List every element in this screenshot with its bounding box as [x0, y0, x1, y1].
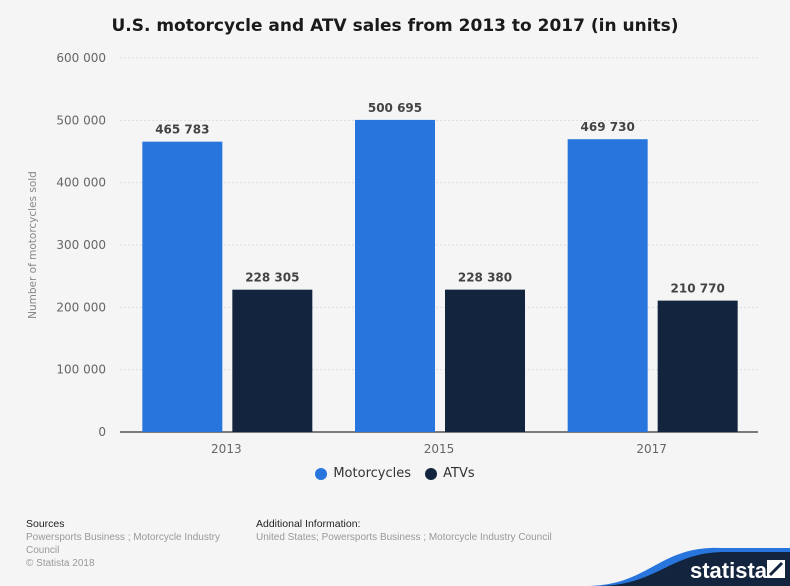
- legend-swatch: [315, 467, 328, 480]
- y-tick-label: 0: [98, 425, 106, 439]
- y-tick-label: 600 000: [56, 51, 106, 65]
- logo-wordmark: statista: [690, 558, 768, 583]
- info-heading: Additional Information:: [256, 518, 361, 530]
- sources-text[interactable]: Powersports Business ; Motorcycle Indust…: [26, 532, 220, 556]
- x-tick-label: 2013: [211, 442, 242, 456]
- bar-atvs: [232, 289, 313, 432]
- sources-heading: Sources: [26, 518, 65, 530]
- bar-atvs: [445, 289, 525, 432]
- bar-motorcycles: [142, 141, 223, 432]
- info-text: United States; Powersports Business ; Mo…: [256, 532, 552, 543]
- legend: Motorcycles ATVs: [0, 466, 790, 484]
- data-label: 210 770: [671, 282, 725, 296]
- data-label: 228 380: [458, 271, 512, 285]
- x-tick-label: 2015: [424, 442, 455, 456]
- copyright: © Statista 2018: [26, 558, 95, 569]
- chart-title: U.S. motorcycle and ATV sales from 2013 …: [111, 16, 679, 36]
- y-tick-label: 200 000: [56, 300, 106, 314]
- x-tick-label: 2017: [636, 442, 667, 456]
- y-tick-label: 400 000: [56, 176, 106, 190]
- data-label: 465 783: [155, 123, 209, 137]
- bar-atvs: [657, 300, 738, 432]
- sources: Sources Powersports Business ; Motorcycl…: [26, 518, 246, 570]
- y-tick-label: 300 000: [56, 238, 106, 252]
- y-axis-label: Number of motorcycles sold: [27, 171, 39, 319]
- bar-motorcycles: [355, 119, 435, 432]
- data-label: 469 730: [581, 120, 635, 134]
- statista-logo: statista: [590, 547, 790, 586]
- data-label: 500 695: [368, 101, 422, 115]
- legend-swatch: [425, 467, 438, 480]
- y-tick-label: 500 000: [56, 113, 106, 127]
- y-tick-label: 100 000: [56, 363, 106, 377]
- legend-label: Motorcycles: [333, 466, 411, 481]
- additional-info: Additional Information: United States; P…: [256, 518, 581, 544]
- data-label: 228 305: [245, 271, 299, 285]
- legend-item-motorcycles[interactable]: Motorcycles: [315, 466, 411, 481]
- bar-motorcycles: [567, 139, 648, 432]
- legend-item-atvs[interactable]: ATVs: [425, 466, 475, 481]
- legend-label: ATVs: [443, 466, 475, 481]
- bar-chart: 0 100 000 200 000 300 000 400 000 500 000 600 …: [27, 51, 758, 456]
